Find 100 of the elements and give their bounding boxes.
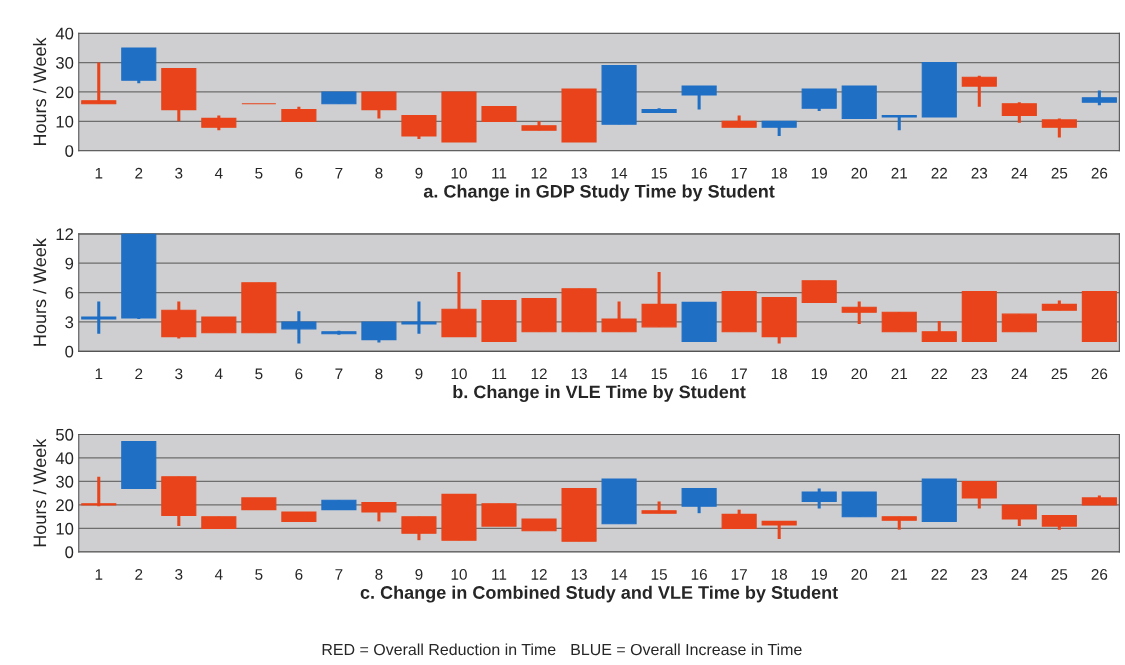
- x-tick-label: 2: [135, 569, 143, 580]
- x-tick-label: 14: [611, 167, 628, 179]
- x-tick-label: 9: [415, 368, 423, 380]
- x-tick-label: 25: [1051, 368, 1068, 380]
- x-tick-label: 14: [611, 368, 628, 380]
- x-tick-label: 13: [571, 569, 587, 580]
- x-tick-label: 5: [255, 569, 263, 580]
- x-tick-label: 26: [1091, 569, 1108, 580]
- x-tick-label: 3: [175, 368, 183, 380]
- x-tick-label: 1: [95, 167, 103, 179]
- x-tick-label: 21: [891, 569, 907, 580]
- x-tick-label: 14: [611, 569, 628, 580]
- y-tick-label: 3: [65, 316, 74, 329]
- x-tick-label: 6: [295, 569, 303, 580]
- x-tick-label: 16: [691, 167, 707, 179]
- x-tick-label: 7: [335, 368, 343, 380]
- x-tick-label: 2: [135, 167, 143, 179]
- x-tick-label: 18: [771, 569, 787, 580]
- x-tick-label: 5: [255, 167, 263, 179]
- x-tick-label: 20: [851, 569, 868, 580]
- x-axis-title: b. Change in VLE Time by Student: [453, 385, 746, 402]
- y-tick-label: 12: [56, 228, 74, 240]
- x-tick-label: 25: [1051, 569, 1068, 580]
- y-tick-label: 40: [55, 27, 74, 40]
- y-axis-title: Hours / Week: [32, 238, 47, 346]
- y-tick-label: 0: [65, 345, 74, 358]
- x-tick-label: 5: [255, 368, 263, 380]
- x-tick-label: 22: [931, 368, 947, 380]
- x-tick-label: 3: [175, 569, 183, 580]
- y-axis-title: Hours / Week: [32, 438, 47, 547]
- x-tick-label: 10: [451, 569, 467, 580]
- x-tick-label: 10: [451, 167, 467, 179]
- candlestick: [81, 476, 117, 508]
- x-tick-label: 11: [492, 569, 507, 580]
- text: BLUE = Overall Increase in Time: [571, 643, 802, 656]
- x-tick-label: 17: [731, 368, 747, 380]
- candlestick: [81, 62, 117, 105]
- x-tick-label: 24: [1011, 167, 1028, 179]
- x-tick-label: 15: [651, 368, 667, 380]
- x-tick-label: 8: [375, 368, 383, 380]
- x-tick-label: 9: [415, 167, 423, 179]
- x-tick-label: 26: [1091, 167, 1108, 179]
- y-tick-label: 10: [56, 522, 74, 535]
- x-tick-label: 1: [95, 368, 103, 380]
- y-tick-label: 10: [56, 115, 74, 128]
- x-tick-label: 1: [95, 569, 103, 580]
- candlestick: [81, 301, 117, 334]
- x-tick-label: 3: [175, 167, 183, 179]
- y-tick-label: 30: [55, 57, 74, 69]
- y-tick-label: 20: [56, 86, 74, 99]
- x-tick-label: 12: [531, 368, 547, 380]
- x-tick-label: 25: [1051, 167, 1068, 179]
- x-tick-label: 22: [931, 569, 947, 580]
- x-tick-label: 15: [651, 167, 667, 179]
- x-tick-label: 20: [851, 167, 868, 179]
- x-tick-label: 15: [651, 569, 667, 580]
- x-tick-label: 21: [891, 368, 907, 380]
- y-tick-label: 6: [65, 287, 74, 299]
- x-tick-label: 23: [971, 569, 988, 580]
- x-tick-label: 16: [691, 368, 707, 380]
- x-tick-label: 9: [415, 569, 423, 580]
- x-tick-label: 4: [214, 569, 223, 580]
- candlestick: [841, 301, 877, 324]
- x-tick-label: 12: [531, 167, 547, 179]
- x-tick-label: 13: [571, 167, 587, 179]
- x-axis-title: c. Change in Combined Study and VLE Time by Student: [360, 585, 838, 603]
- y-tick-label: 30: [55, 475, 74, 488]
- y-tick-label: 20: [56, 499, 74, 512]
- x-tick-label: 22: [931, 167, 947, 179]
- y-axis-title: Hours / Week: [32, 37, 47, 146]
- x-tick-label: 19: [811, 569, 827, 580]
- x-tick-label: 11: [492, 368, 507, 380]
- x-tick-label: 8: [375, 569, 383, 580]
- x-tick-label: 20: [851, 368, 868, 380]
- x-tick-label: 26: [1091, 368, 1108, 380]
- x-tick-label: 19: [811, 167, 827, 179]
- x-tick-label: 17: [731, 569, 747, 580]
- y-tick-label: 0: [65, 546, 74, 559]
- x-tick-label: 11: [492, 167, 507, 179]
- x-tick-label: 12: [531, 569, 547, 580]
- x-tick-label: 13: [571, 368, 587, 380]
- x-tick-label: 8: [375, 167, 383, 179]
- x-tick-label: 6: [295, 167, 303, 179]
- x-tick-label: 21: [891, 167, 907, 179]
- x-tick-label: 4: [214, 167, 223, 179]
- x-tick-label: 24: [1011, 368, 1028, 380]
- x-tick-label: 7: [335, 569, 343, 580]
- x-tick-label: 18: [771, 368, 787, 380]
- y-tick-label: 40: [55, 452, 74, 465]
- text: RED = Overall Reduction in Time: [322, 643, 556, 656]
- x-tick-label: 19: [811, 368, 827, 380]
- x-tick-label: 6: [295, 368, 303, 380]
- x-tick-label: 23: [971, 368, 988, 380]
- candlestick: [961, 74, 997, 107]
- x-tick-label: 4: [214, 368, 223, 380]
- x-tick-label: 17: [731, 167, 747, 179]
- x-tick-label: 16: [691, 569, 707, 580]
- x-tick-label: 2: [135, 368, 143, 380]
- candlestick: [281, 311, 317, 344]
- x-tick-label: 10: [451, 368, 467, 380]
